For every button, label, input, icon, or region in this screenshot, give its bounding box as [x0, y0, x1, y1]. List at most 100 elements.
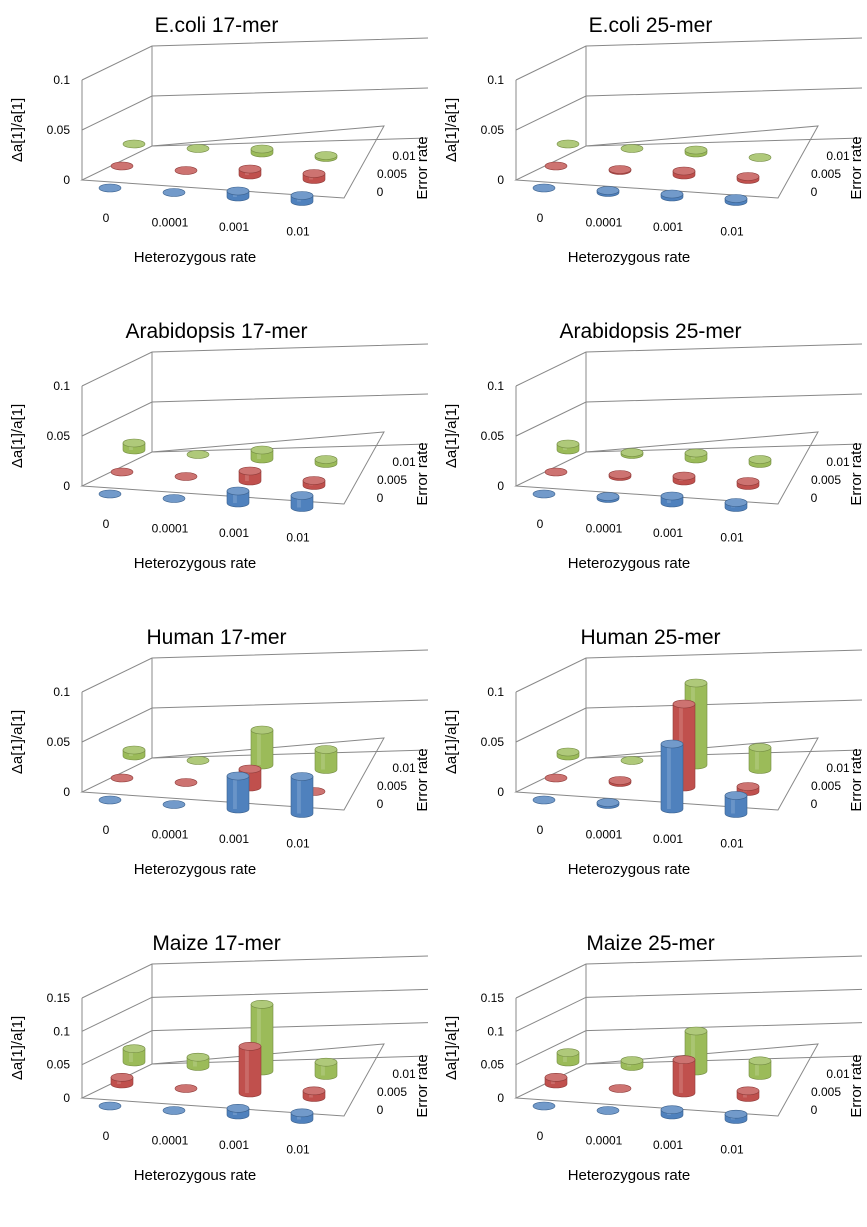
gridline	[81, 393, 429, 437]
y-tick-label: 0	[63, 1091, 70, 1105]
gridline	[81, 37, 429, 81]
z-axis-label: Error rate	[848, 1054, 865, 1117]
chart-title: Human 25-mer	[580, 626, 720, 649]
bar-cylinder	[544, 467, 568, 477]
bar-cylinder	[174, 778, 198, 787]
y-axis-label: Δa[1]/a[1]	[9, 1016, 26, 1080]
bar-cylinder	[608, 165, 632, 175]
x-tick-label: 0.001	[653, 1138, 683, 1152]
bar-cylinder	[596, 798, 620, 809]
x-tick-label: 0	[103, 211, 110, 225]
bar-cylinder	[748, 455, 772, 468]
x-tick-label: 0	[537, 1129, 544, 1143]
depth-tick-label: 0.005	[377, 779, 407, 793]
bar-cylinder	[620, 448, 644, 459]
depth-tick-label: 0.005	[377, 473, 407, 487]
bar-cylinder	[302, 476, 326, 490]
bar-cylinder	[544, 773, 568, 783]
bar-cylinder	[608, 470, 632, 481]
y-axis-label: Δa[1]/a[1]	[443, 98, 460, 162]
x-axis-label: Heterozygous rate	[134, 861, 257, 878]
x-tick-label: 0.0001	[586, 1134, 623, 1148]
x-tick-label: 0.001	[653, 220, 683, 234]
bar-cylinder	[186, 1052, 210, 1071]
bar-cylinder	[226, 186, 250, 202]
gridline	[515, 343, 863, 387]
gridline	[515, 393, 863, 437]
bar-cylinder	[238, 466, 262, 486]
bar-cylinder	[608, 1084, 632, 1093]
bar-cylinder	[684, 448, 708, 464]
depth-tick-label: 0	[377, 1103, 384, 1117]
x-tick-label: 0.001	[219, 526, 249, 540]
x-tick-label: 0.0001	[152, 1134, 189, 1148]
x-tick-label: 0.0001	[586, 522, 623, 536]
gridline	[515, 1022, 863, 1066]
x-tick-label: 0.0001	[152, 828, 189, 842]
bar-cylinder	[122, 1044, 146, 1067]
bar-cylinder	[660, 1105, 684, 1120]
bar-cylinder	[724, 498, 748, 512]
chart-title: E.coli 25-mer	[589, 14, 713, 37]
bar-cylinder	[684, 145, 708, 158]
bar-cylinder	[660, 739, 684, 814]
depth-tick-label: 0	[811, 491, 818, 505]
bar-cylinder	[162, 1106, 186, 1115]
gridline	[81, 1022, 429, 1066]
bar-cylinder	[532, 795, 556, 805]
x-tick-label: 0.0001	[152, 216, 189, 230]
bar-cylinder	[672, 166, 696, 180]
bar3d-chart: Human 25-mer 0 0.05 0.1 0 0.0001 0.001 0.01 0 0.0…	[443, 626, 865, 878]
chart-title: Arabidopsis 17-mer	[125, 320, 307, 343]
x-axis-label: Heterozygous rate	[568, 555, 691, 572]
depth-tick-label: 0.01	[392, 761, 416, 775]
y-tick-label: 0.1	[53, 379, 70, 393]
bar-cylinder	[250, 144, 274, 158]
depth-tick-label: 0.005	[811, 779, 841, 793]
bar-cylinder	[672, 471, 696, 486]
bar-cylinder	[174, 1084, 198, 1093]
gridline	[81, 649, 429, 693]
z-axis-label: Error rate	[414, 442, 431, 505]
bar3d-chart: E.coli 25-mer 0 0.05 0.1 0 0.0001 0.001 0.01 0 0.…	[443, 14, 865, 266]
x-tick-label: 0.01	[286, 1143, 310, 1157]
bar-cylinder	[620, 756, 644, 765]
gridline	[515, 37, 863, 81]
bar-cylinder	[98, 183, 122, 193]
bar-cylinder	[672, 1055, 696, 1098]
x-tick-label: 0	[103, 1129, 110, 1143]
bar-cylinder	[532, 1101, 556, 1111]
bar-cylinder	[556, 139, 580, 149]
chart-title: Human 17-mer	[146, 626, 286, 649]
bar3d-chart: Maize 17-mer 0 0.05 0.1 0.15 0 0.0001 0.001 0.01…	[9, 932, 431, 1184]
x-tick-label: 0	[537, 517, 544, 531]
x-axis-label: Heterozygous rate	[134, 555, 257, 572]
x-tick-label: 0	[537, 823, 544, 837]
x-tick-label: 0.001	[219, 1138, 249, 1152]
bar3d-chart: Arabidopsis 17-mer 0 0.05 0.1 0 0.0001 0.001 0.…	[9, 320, 431, 572]
chart-title: Maize 17-mer	[152, 932, 280, 955]
y-tick-label: 0.05	[47, 429, 71, 443]
y-tick-label: 0.1	[487, 1024, 504, 1038]
depth-tick-label: 0	[377, 491, 384, 505]
chart-panel: Maize 17-mer 0 0.05 0.1 0.15 0 0.0001 0.001 0.01…	[0, 918, 433, 1224]
bar-cylinder	[748, 743, 772, 774]
y-tick-label: 0.05	[47, 123, 71, 137]
depth-tick-label: 0.01	[392, 1067, 416, 1081]
y-tick-label: 0.05	[481, 1058, 505, 1072]
bar-cylinder	[110, 161, 134, 171]
floor-plane	[514, 125, 819, 199]
depth-tick-label: 0.005	[377, 167, 407, 181]
depth-tick-label: 0.01	[392, 455, 416, 469]
y-tick-label: 0	[63, 173, 70, 187]
bar-cylinder	[724, 194, 748, 206]
y-tick-label: 0	[63, 785, 70, 799]
depth-tick-label: 0	[811, 185, 818, 199]
chart-panel: Arabidopsis 25-mer 0 0.05 0.1 0 0.0001 0.001 0.…	[434, 306, 867, 612]
y-tick-label: 0.05	[481, 429, 505, 443]
bar-cylinder	[596, 1106, 620, 1115]
chart-panel: Maize 25-mer 0 0.05 0.1 0.15 0 0.0001 0.001 0.01…	[434, 918, 867, 1224]
y-tick-label: 0	[497, 173, 504, 187]
depth-tick-label: 0	[377, 797, 384, 811]
bar-cylinder	[238, 164, 262, 180]
